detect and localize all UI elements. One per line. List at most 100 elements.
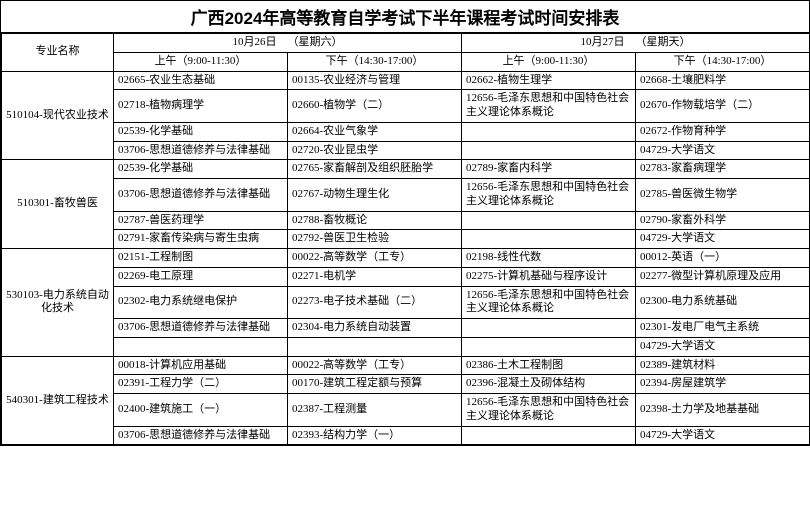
course-cell: 04729-大学语文 <box>636 141 810 160</box>
header-row-days: 专业名称 10月26日 （星期六） 10月27日 （星期天） <box>2 34 810 53</box>
course-cell: 02789-家畜内科学 <box>462 160 636 179</box>
major-cell: 540301-建筑工程技术 <box>2 356 114 445</box>
day2-date: 10月27日 <box>581 36 625 48</box>
course-cell: 02767-动物生理生化 <box>288 179 462 212</box>
table-row: 03706-思想道德修养与法律基础02767-动物生理生化12656-毛泽东思想… <box>2 179 810 212</box>
major-cell: 510104-现代农业技术 <box>2 71 114 160</box>
header-day2-pm: 下午（14:30-17:00） <box>636 52 810 71</box>
header-day2: 10月27日 （星期天） <box>462 34 810 53</box>
course-cell: 02660-植物学（二） <box>288 90 462 123</box>
course-cell: 02787-兽医药理学 <box>114 211 288 230</box>
course-cell: 02393-结构力学（一） <box>288 426 462 445</box>
course-cell: 04729-大学语文 <box>636 337 810 356</box>
course-cell: 12656-毛泽东思想和中国特色社会主义理论体系概论 <box>462 90 636 123</box>
course-cell <box>462 122 636 141</box>
table-row: 02269-电工原理02271-电机学02275-计算机基础与程序设计02277… <box>2 267 810 286</box>
table-body: 510104-现代农业技术02665-农业生态基础00135-农业经济与管理02… <box>2 71 810 445</box>
course-cell <box>462 426 636 445</box>
course-cell: 02790-家畜外科学 <box>636 211 810 230</box>
day1-date: 10月26日 <box>233 36 277 48</box>
course-cell: 02277-微型计算机原理及应用 <box>636 267 810 286</box>
course-cell: 00170-建筑工程定额与预算 <box>288 375 462 394</box>
course-cell: 02539-化学基础 <box>114 160 288 179</box>
page-title: 广西2024年高等教育自学考试下半年课程考试时间安排表 <box>1 1 809 33</box>
course-cell: 02788-畜牧概论 <box>288 211 462 230</box>
course-cell: 02400-建筑施工（一） <box>114 394 288 427</box>
header-day1-pm: 下午（14:30-17:00） <box>288 52 462 71</box>
course-cell: 02664-农业气象学 <box>288 122 462 141</box>
course-cell: 02662-植物生理学 <box>462 71 636 90</box>
table-row: 02787-兽医药理学02788-畜牧概论 02790-家畜外科学 <box>2 211 810 230</box>
course-cell: 02198-线性代数 <box>462 249 636 268</box>
course-cell: 00018-计算机应用基础 <box>114 356 288 375</box>
course-cell <box>114 337 288 356</box>
course-cell: 02718-植物病理学 <box>114 90 288 123</box>
course-cell: 03706-思想道德修养与法律基础 <box>114 426 288 445</box>
table-row: 510104-现代农业技术02665-农业生态基础00135-农业经济与管理02… <box>2 71 810 90</box>
course-cell: 00012-英语（一） <box>636 249 810 268</box>
course-cell <box>462 211 636 230</box>
course-cell: 02271-电机学 <box>288 267 462 286</box>
table-row: 02302-电力系统继电保护02273-电子技术基础（二）12656-毛泽东思想… <box>2 286 810 319</box>
table-row: 02391-工程力学（二）00170-建筑工程定额与预算02396-混凝土及砌体… <box>2 375 810 394</box>
course-cell: 02300-电力系统基础 <box>636 286 810 319</box>
course-cell: 02396-混凝土及砌体结构 <box>462 375 636 394</box>
course-cell: 02785-兽医微生物学 <box>636 179 810 212</box>
course-cell: 00135-农业经济与管理 <box>288 71 462 90</box>
table-row: 02718-植物病理学02660-植物学（二）12656-毛泽东思想和中国特色社… <box>2 90 810 123</box>
course-cell: 12656-毛泽东思想和中国特色社会主义理论体系概论 <box>462 179 636 212</box>
course-cell: 02398-土力学及地基基础 <box>636 394 810 427</box>
table-row: 02791-家畜传染病与寄生虫病02792-兽医卫生检验 04729-大学语文 <box>2 230 810 249</box>
table-row: 03706-思想道德修养与法律基础02393-结构力学（一） 04729-大学语文 <box>2 426 810 445</box>
table-header: 专业名称 10月26日 （星期六） 10月27日 （星期天） 上午（9:00-1… <box>2 34 810 72</box>
table-row: 03706-思想道德修养与法律基础02304-电力系统自动装置 02301-发电厂… <box>2 319 810 338</box>
major-cell: 530103-电力系统自动化技术 <box>2 249 114 357</box>
table-row: 02539-化学基础02664-农业气象学 02672-作物育种学 <box>2 122 810 141</box>
course-cell: 02765-家畜解剖及组织胚胎学 <box>288 160 462 179</box>
course-cell <box>462 230 636 249</box>
course-cell: 02301-发电厂电气主系统 <box>636 319 810 338</box>
course-cell: 00022-高等数学（工专） <box>288 249 462 268</box>
table-row: 510301-畜牧兽医02539-化学基础02765-家畜解剖及组织胚胎学027… <box>2 160 810 179</box>
header-row-slots: 上午（9:00-11:30） 下午（14:30-17:00） 上午（9:00-1… <box>2 52 810 71</box>
schedule-table: 专业名称 10月26日 （星期六） 10月27日 （星期天） 上午（9:00-1… <box>1 33 810 445</box>
course-cell: 02792-兽医卫生检验 <box>288 230 462 249</box>
course-cell: 03706-思想道德修养与法律基础 <box>114 319 288 338</box>
header-day1: 10月26日 （星期六） <box>114 34 462 53</box>
table-row: 03706-思想道德修养与法律基础02720-农业昆虫学04729-大学语文 <box>2 141 810 160</box>
header-day1-am: 上午（9:00-11:30） <box>114 52 288 71</box>
day1-weekday: （星期六） <box>288 36 343 48</box>
course-cell <box>462 337 636 356</box>
course-cell: 02672-作物育种学 <box>636 122 810 141</box>
course-cell: 03706-思想道德修养与法律基础 <box>114 141 288 160</box>
header-major: 专业名称 <box>2 34 114 72</box>
course-cell: 02670-作物载培学（二） <box>636 90 810 123</box>
day2-weekday: （星期天） <box>636 36 691 48</box>
course-cell: 02539-化学基础 <box>114 122 288 141</box>
schedule-table-container: 广西2024年高等教育自学考试下半年课程考试时间安排表 专业名称 10月26日 … <box>0 0 810 446</box>
course-cell: 02391-工程力学（二） <box>114 375 288 394</box>
course-cell: 00022-高等数学（工专） <box>288 356 462 375</box>
major-cell: 510301-畜牧兽医 <box>2 160 114 249</box>
course-cell: 02783-家畜病理学 <box>636 160 810 179</box>
header-day2-am: 上午（9:00-11:30） <box>462 52 636 71</box>
course-cell: 02275-计算机基础与程序设计 <box>462 267 636 286</box>
table-row: 540301-建筑工程技术00018-计算机应用基础00022-高等数学（工专）… <box>2 356 810 375</box>
table-row: 04729-大学语文 <box>2 337 810 356</box>
course-cell: 02668-土壤肥料学 <box>636 71 810 90</box>
course-cell: 02302-电力系统继电保护 <box>114 286 288 319</box>
course-cell: 02387-工程测量 <box>288 394 462 427</box>
course-cell: 02269-电工原理 <box>114 267 288 286</box>
course-cell: 02304-电力系统自动装置 <box>288 319 462 338</box>
course-cell: 02791-家畜传染病与寄生虫病 <box>114 230 288 249</box>
course-cell: 02386-土木工程制图 <box>462 356 636 375</box>
course-cell: 02394-房屋建筑学 <box>636 375 810 394</box>
table-row: 02400-建筑施工（一）02387-工程测量12656-毛泽东思想和中国特色社… <box>2 394 810 427</box>
course-cell: 02151-工程制图 <box>114 249 288 268</box>
table-row: 530103-电力系统自动化技术02151-工程制图00022-高等数学（工专）… <box>2 249 810 268</box>
course-cell: 02389-建筑材料 <box>636 356 810 375</box>
course-cell: 04729-大学语文 <box>636 426 810 445</box>
course-cell: 03706-思想道德修养与法律基础 <box>114 179 288 212</box>
course-cell: 04729-大学语文 <box>636 230 810 249</box>
course-cell: 02665-农业生态基础 <box>114 71 288 90</box>
